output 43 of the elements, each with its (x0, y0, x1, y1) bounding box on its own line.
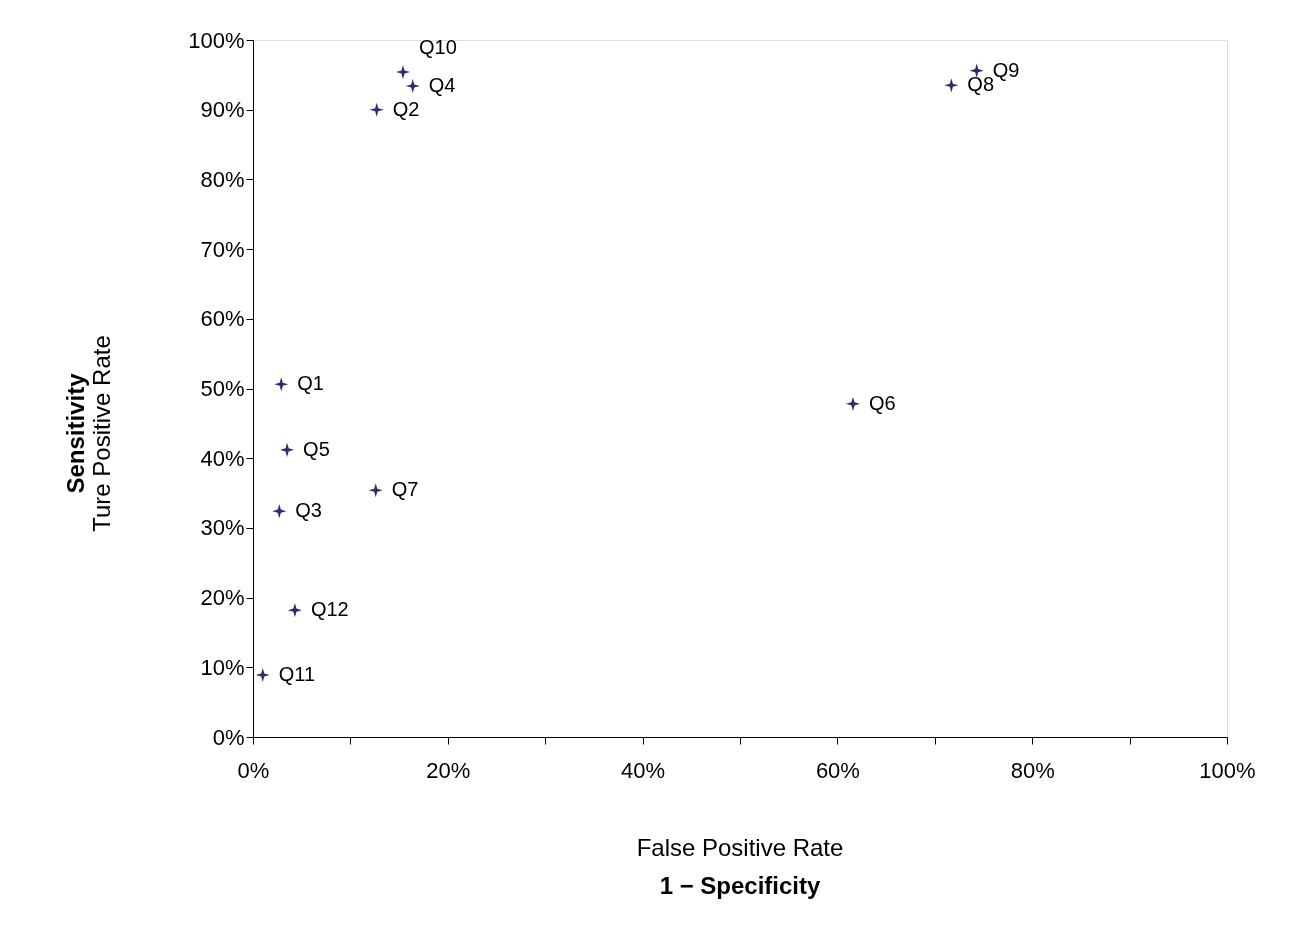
y-tick-label: 20% (200, 585, 245, 611)
x-axis-title: False Positive Rate 1 − Specificity (636, 834, 844, 899)
annotation: Q3 (295, 499, 322, 522)
point (395, 64, 411, 80)
point (369, 102, 384, 117)
y-tick-label: 60% (200, 306, 245, 332)
point (845, 396, 861, 411)
point (969, 63, 984, 78)
point (280, 442, 295, 457)
annotation: Q9 (992, 58, 1020, 81)
x-tick-label: 60% (815, 757, 860, 783)
y-tick-label: 30% (200, 515, 245, 541)
y-tick-label: 50% (200, 376, 245, 401)
annotation: Q5 (303, 437, 330, 460)
annotation: Q8 (967, 73, 995, 96)
y-tick-label: 70% (200, 236, 245, 262)
annotation: Q7 (391, 478, 419, 501)
annotation: Q1 (297, 372, 324, 395)
annotation: Q10 (419, 36, 457, 59)
point (287, 603, 302, 618)
x-tick-label: 0% (237, 757, 270, 783)
annotation: Q11 (278, 662, 316, 685)
point (368, 483, 383, 498)
annotation: Q2 (392, 97, 420, 120)
y-tick-label: 10% (200, 654, 245, 680)
y-tick-label: 100% (188, 27, 245, 53)
x-tick-label: 20% (426, 757, 471, 783)
x-tick-label: 100% (1199, 757, 1256, 783)
point (255, 667, 270, 683)
point (944, 78, 959, 93)
y-tick-label: 0% (212, 724, 245, 750)
y-axis-title: Sensitivity Ture Positive Rate (62, 335, 115, 532)
point (405, 78, 420, 94)
point (272, 504, 287, 519)
x-tick-label: 40% (621, 757, 666, 783)
y-tick-label: 80% (200, 166, 245, 192)
annotation: Q4 (428, 74, 456, 96)
x-tick-label: 80% (1010, 757, 1055, 783)
annotation: Q6 (868, 391, 896, 414)
y-tick-label: 40% (200, 445, 245, 471)
point (274, 377, 289, 392)
y-tick-label: 90% (200, 97, 245, 123)
annotation: Q12 (310, 598, 349, 621)
